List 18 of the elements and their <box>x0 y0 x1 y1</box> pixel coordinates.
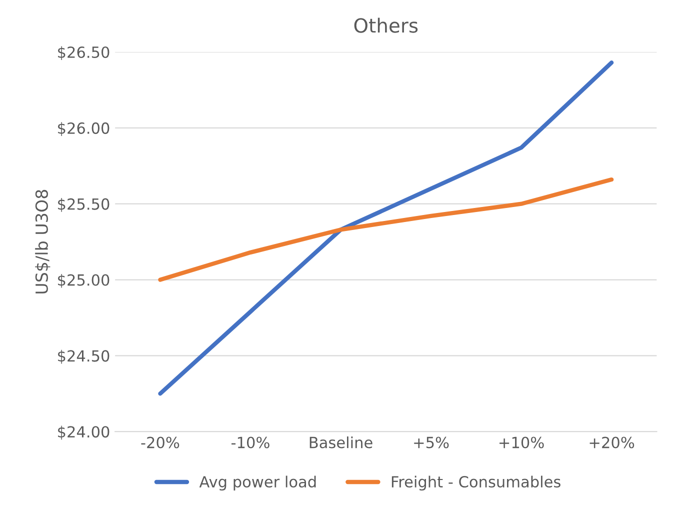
chart-title: Others <box>354 18 418 33</box>
x-tick-label: +20% <box>590 436 634 448</box>
x-tick-label: -10% <box>232 436 270 448</box>
y-tick-label: $24.00 <box>58 426 110 440</box>
x-tick-label: Baseline <box>310 436 372 448</box>
y-axis-title: US$/lb U3O8 <box>35 190 50 294</box>
legend-label: Freight - Consumables <box>392 476 560 491</box>
legend-label: Avg power load <box>199 476 316 491</box>
x-tick-label: +5% <box>414 436 449 448</box>
line-series <box>158 60 614 396</box>
y-tick-label: $26.00 <box>58 122 110 136</box>
x-tick-label: -20% <box>141 436 180 448</box>
y-tick-label: $26.50 <box>58 46 110 60</box>
y-tick-label: $25.00 <box>58 274 110 288</box>
y-tick-label: $25.50 <box>58 198 110 212</box>
x-tick-label: +10% <box>500 436 544 448</box>
y-tick-label: $24.50 <box>58 350 110 364</box>
line-series <box>158 177 614 282</box>
